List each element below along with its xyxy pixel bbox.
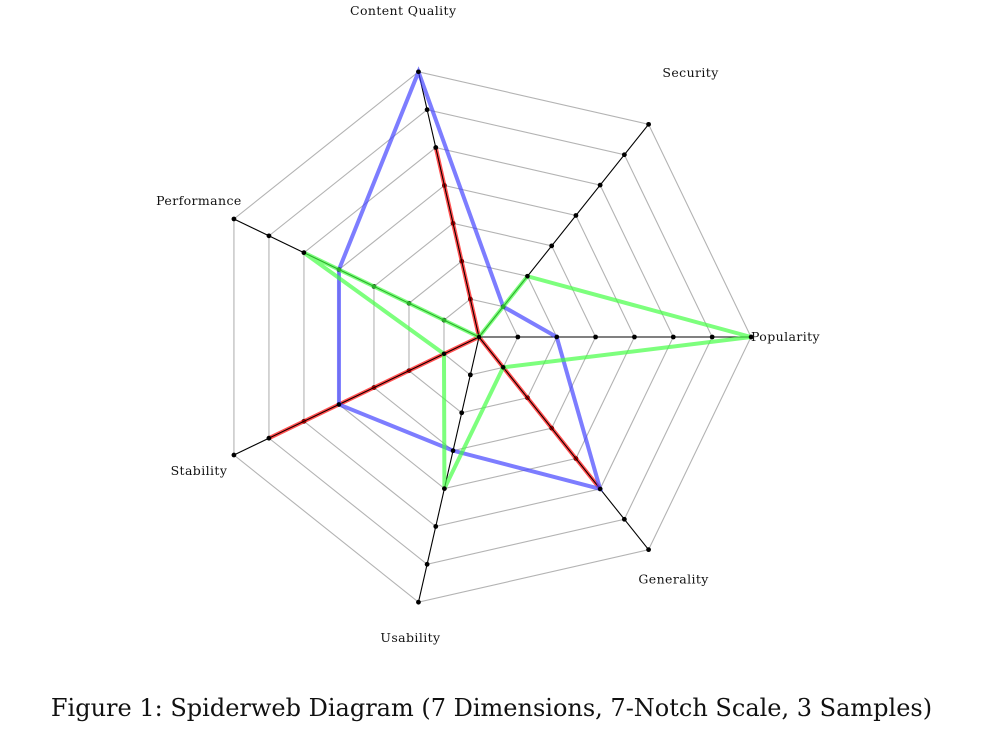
axis-notch	[467, 372, 473, 378]
grid-ring-7	[233, 71, 752, 603]
axis-labels: Popularity Security Content Quality Perform…	[156, 3, 820, 645]
axis-notch	[646, 121, 651, 127]
series-point	[450, 448, 456, 453]
axis-notch	[433, 524, 439, 529]
series-point	[525, 274, 530, 279]
axis-notch	[670, 334, 676, 340]
axis-notch	[621, 152, 627, 158]
grid-ring-6	[268, 109, 713, 565]
axis-line-6	[417, 336, 480, 603]
grid-ring-2	[408, 260, 558, 414]
series-point	[501, 365, 506, 370]
grid-ring-1	[443, 298, 519, 376]
series-point	[336, 402, 342, 407]
series-point	[442, 486, 447, 491]
axis-notch	[266, 233, 272, 239]
series-point	[554, 334, 559, 340]
series-point	[476, 334, 482, 340]
axis-notch	[646, 547, 651, 553]
series-polygon-1	[268, 147, 602, 491]
axis-notch	[416, 599, 421, 605]
axis-label-security: Security	[662, 65, 719, 80]
axis-label-stability: Stability	[171, 463, 228, 478]
series-polygon-3	[302, 250, 752, 490]
axis-notch	[632, 334, 637, 340]
axis-notch	[459, 410, 465, 416]
grid-rings	[233, 71, 752, 603]
series-point	[748, 334, 754, 340]
series-point	[266, 435, 272, 441]
axis-label-generality: Generality	[638, 572, 709, 587]
axis-notch	[424, 107, 430, 113]
axis-notch	[573, 213, 579, 218]
axis-notch	[231, 452, 237, 458]
axis-label-popularity: Popularity	[751, 329, 821, 344]
axis-notch	[424, 561, 430, 567]
series-outline-1	[268, 147, 601, 490]
axis-notch	[231, 216, 237, 222]
axis-notch	[597, 182, 603, 188]
grid-ring-3	[373, 222, 597, 452]
series-point	[433, 145, 438, 150]
axis-notch	[515, 334, 521, 340]
axis-notch	[621, 516, 627, 522]
axis-notch	[549, 243, 555, 249]
series-point	[416, 69, 421, 75]
series-polygon-2	[336, 66, 604, 492]
axis-label-usability: Usability	[380, 630, 441, 645]
series-point	[597, 486, 603, 492]
axis-notch	[709, 334, 715, 340]
grid-ring-5	[303, 146, 674, 528]
axis-label-performance: Performance	[156, 193, 242, 208]
axis-label-content-quality: Content Quality	[350, 3, 457, 18]
series-layer	[266, 66, 754, 492]
figure-caption: Figure 1: Spiderweb Diagram (7 Dimension…	[50, 694, 933, 722]
series-point	[301, 250, 307, 255]
axis-notch	[593, 334, 598, 340]
series-point	[441, 351, 447, 357]
axes	[231, 69, 754, 605]
